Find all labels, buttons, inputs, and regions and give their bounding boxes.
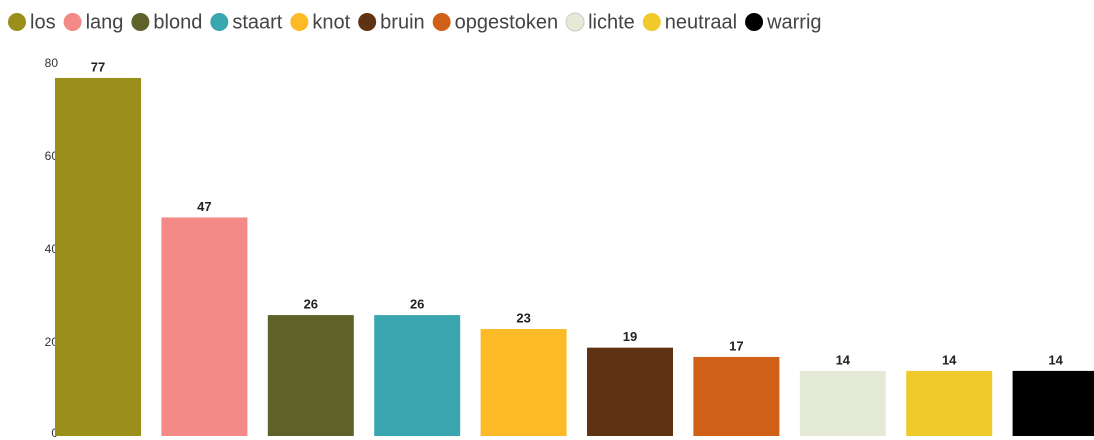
bar [587, 347, 673, 436]
bar [374, 315, 461, 436]
legend-swatch [745, 13, 764, 31]
value-label: 26 [304, 297, 318, 312]
value-label: 17 [729, 338, 743, 353]
legend-label: neutraal [665, 11, 737, 33]
bar [799, 370, 886, 436]
value-label: 47 [197, 199, 211, 214]
legend-swatch [8, 13, 26, 31]
legend-label: blond [153, 11, 202, 33]
value-label: 23 [516, 310, 530, 325]
bar [267, 315, 354, 436]
y-tick-label: 20 [45, 335, 59, 349]
bar [55, 77, 141, 436]
legend-swatch [63, 13, 82, 31]
bar [480, 329, 567, 436]
value-label: 19 [623, 329, 637, 344]
bar [693, 356, 780, 436]
value-label: 26 [410, 297, 424, 312]
legend-label: lichte [588, 11, 635, 33]
legend-label: lang [86, 11, 124, 33]
y-tick-label: 60 [45, 149, 59, 163]
legend-swatch [642, 13, 661, 31]
legend-label: los [30, 11, 56, 33]
legend-swatch [432, 13, 451, 31]
bar [1012, 370, 1094, 436]
legend-label: bruin [380, 11, 424, 33]
legend-swatch [358, 13, 377, 31]
bar [161, 217, 248, 436]
legend-label: staart [232, 11, 282, 33]
value-label: 14 [942, 352, 957, 367]
legend-swatch [210, 13, 229, 31]
legend-label: knot [312, 11, 350, 33]
legend-swatch [565, 12, 585, 32]
legend-label: warrig [766, 11, 821, 33]
y-tick-label: 80 [45, 56, 59, 70]
value-label: 77 [91, 59, 105, 74]
y-tick-label: 40 [45, 242, 59, 256]
value-label: 14 [836, 352, 851, 367]
legend-swatch [131, 13, 150, 31]
bar [906, 370, 993, 436]
legend-swatch [290, 13, 309, 31]
legend-label: opgestoken [455, 11, 558, 33]
value-label: 14 [1048, 352, 1063, 367]
y-tick-label: 0 [51, 426, 58, 440]
